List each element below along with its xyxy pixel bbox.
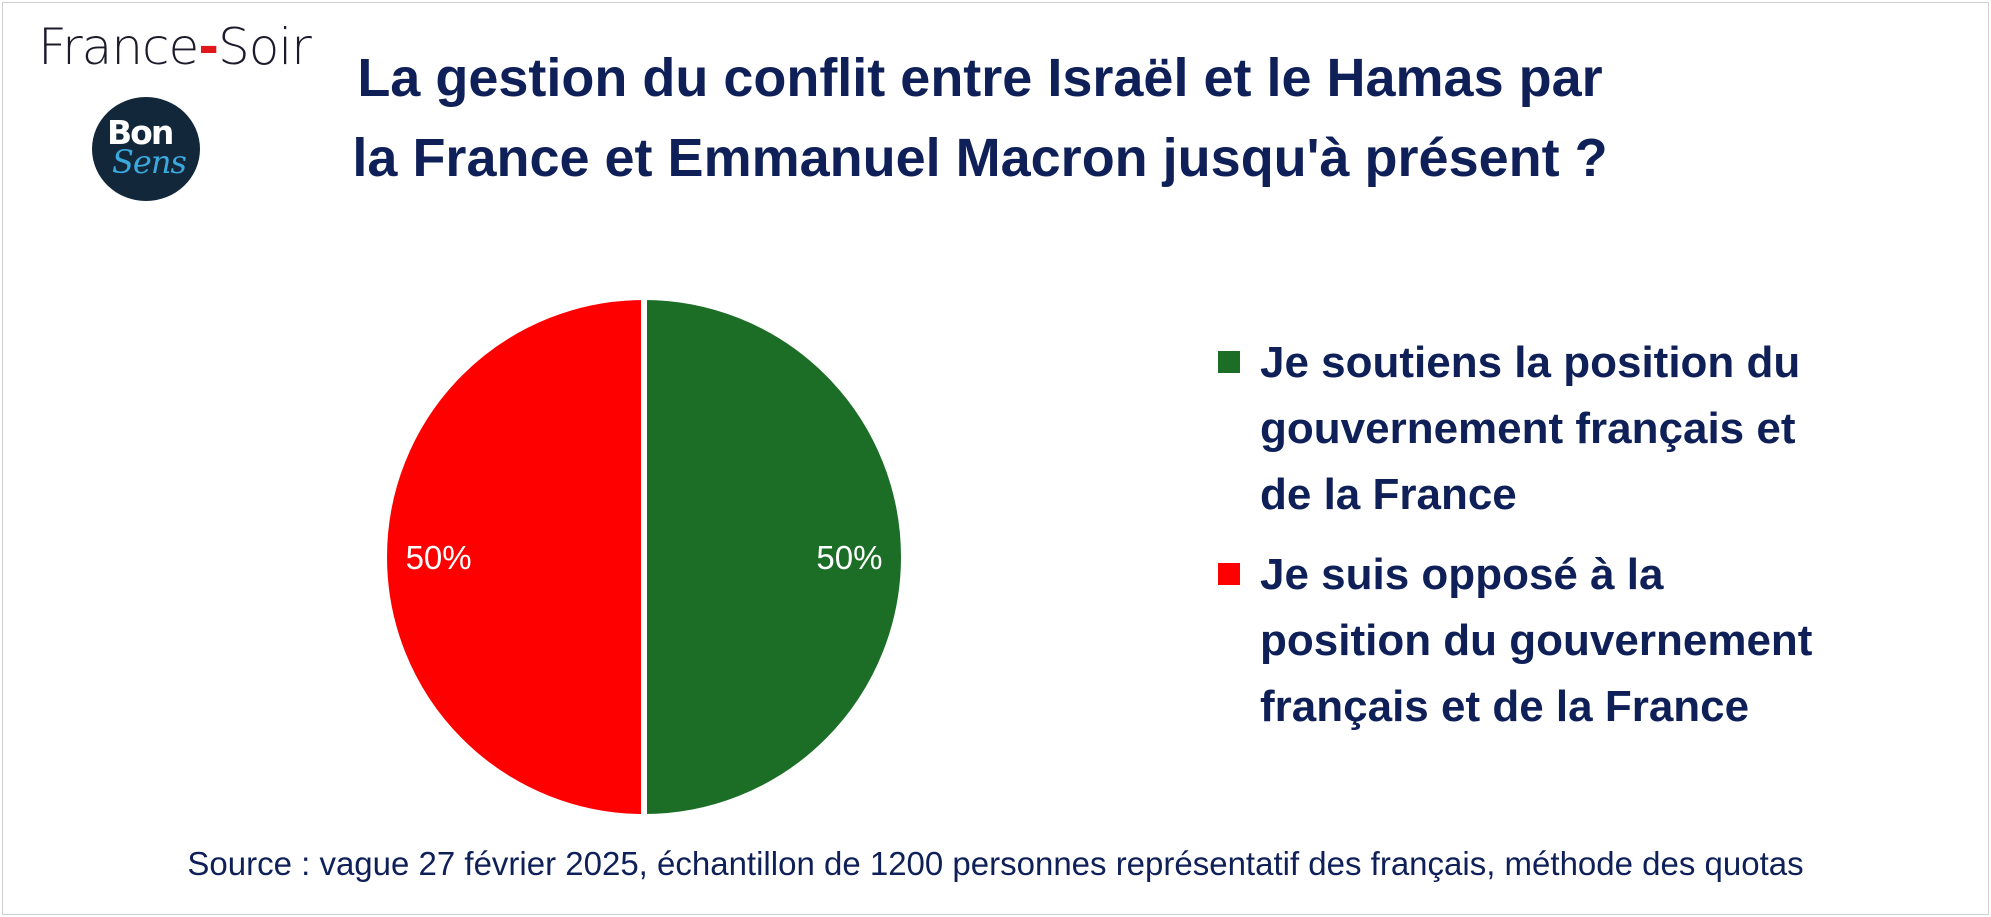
legend-label-oppose-line-2: position du gouvernement	[1260, 616, 1813, 665]
logo-line2: Sens	[112, 143, 187, 181]
logo-line1: Bon	[107, 113, 174, 152]
brand-name-part1: France	[38, 18, 199, 76]
pie-label-oppose: 50%	[406, 539, 472, 576]
pie-label-support: 50%	[816, 539, 882, 576]
bon-sens-logo-icon: Bon Sens	[92, 97, 200, 201]
legend-label-support-line-1: Je soutiens la position du	[1260, 338, 1801, 387]
legend-label-oppose-line-3: français et de la France	[1260, 682, 1750, 731]
chart-title-line-1: La gestion du conflit entre Israël et le…	[357, 48, 1603, 108]
pie-slice-support	[641, 294, 907, 820]
brand-dash: -	[198, 18, 219, 76]
legend-swatch-oppose	[1218, 563, 1240, 585]
legend-item-support: Je soutiens la position du gouvernement …	[1218, 330, 1898, 528]
legend-label-oppose-line-1: Je suis opposé à la	[1260, 550, 1664, 599]
legend-swatch-support	[1218, 351, 1240, 373]
source-note: Source : vague 27 février 2025, échantil…	[187, 845, 1804, 882]
brand-name-part2: Soir	[218, 18, 312, 76]
legend-label-support-line-2: gouvernement français et	[1260, 404, 1796, 453]
chart-title-line-2: la France et Emmanuel Macron jusqu'à pré…	[352, 128, 1608, 188]
chart-title: La gestion du conflit entre Israël et le…	[300, 38, 1660, 198]
brand-logo: France-Soir	[38, 18, 312, 76]
chart-legend: Je soutiens la position du gouvernement …	[1218, 330, 1898, 754]
pie-slice-oppose	[381, 294, 647, 820]
legend-label-support-line-3: de la France	[1260, 470, 1517, 519]
legend-item-oppose: Je suis opposé à la position du gouverne…	[1218, 542, 1898, 740]
